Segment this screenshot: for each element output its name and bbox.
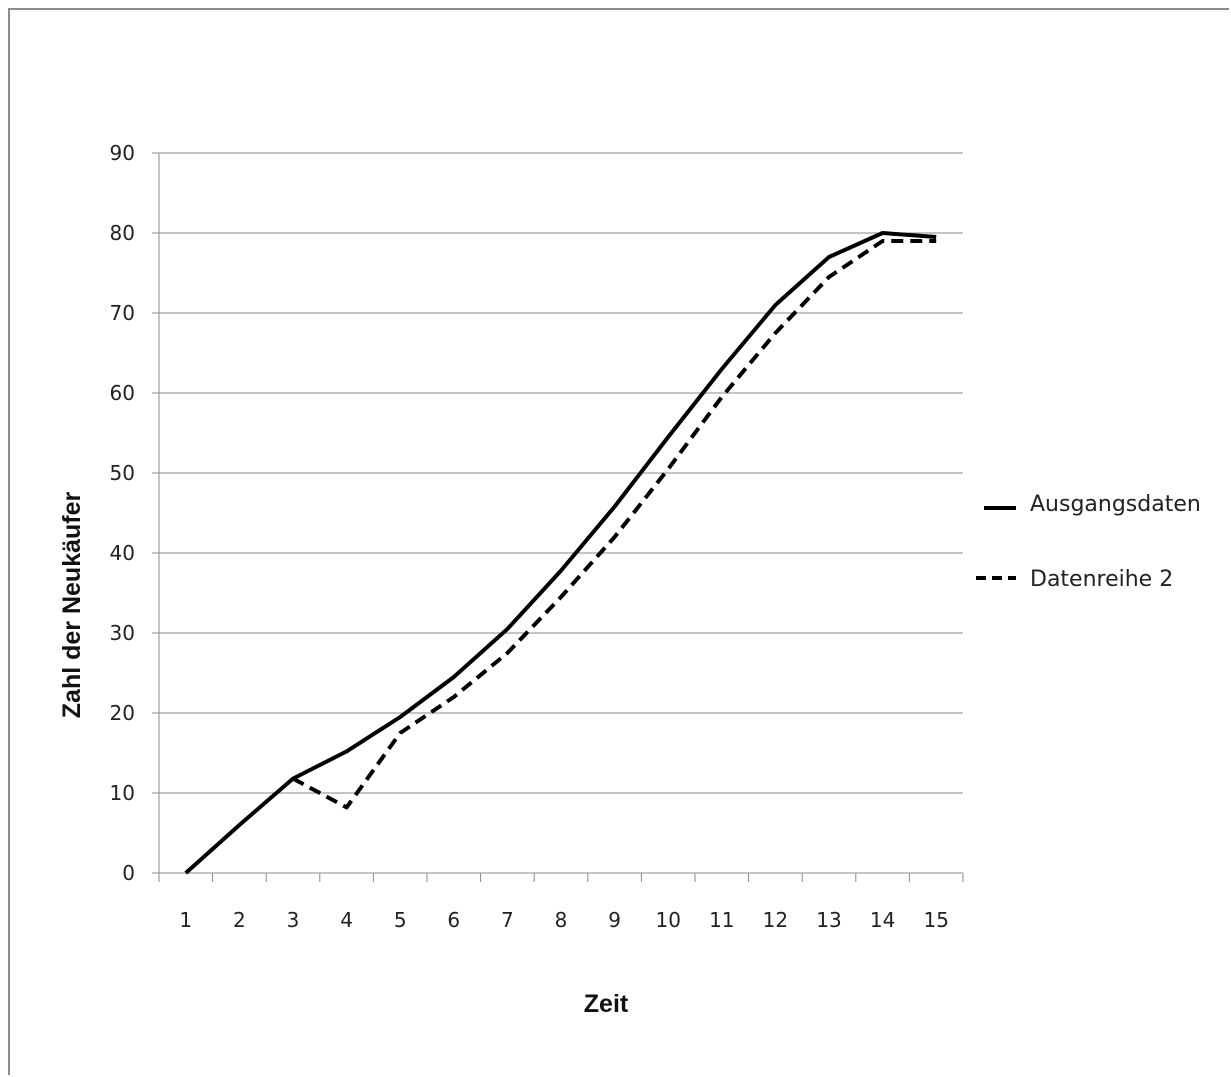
x-tick-label: 3: [287, 908, 300, 932]
legend-label-ausgangsdaten: Ausgangsdaten: [1030, 492, 1201, 517]
series-line-ausgangsdaten: [184, 231, 937, 875]
x-tick-label: 12: [763, 908, 788, 932]
y-tick-label: 10: [110, 781, 135, 805]
x-tick-label: 15: [923, 908, 948, 932]
series-lines: [184, 231, 937, 875]
legend-label-datenreihe-2: Datenreihe 2: [1030, 567, 1173, 592]
x-tick-label: 2: [233, 908, 246, 932]
x-tick-label: 5: [394, 908, 407, 932]
x-tick-label: 7: [501, 908, 514, 932]
x-axis-title: Zeit: [584, 990, 629, 1018]
x-tick-label: 10: [655, 908, 680, 932]
x-tick-label: 13: [816, 908, 841, 932]
chart-frame: [8, 8, 1229, 1075]
y-tick-label: 40: [110, 541, 135, 565]
legend: Ausgangsdaten Datenreihe 2: [976, 492, 1201, 592]
y-tick-label: 20: [110, 701, 135, 725]
series-line-datenreihe-2: [292, 239, 937, 810]
y-tick-label: 90: [110, 141, 135, 165]
x-tick-label: 14: [870, 908, 895, 932]
x-tick-label: 6: [447, 908, 460, 932]
y-tick-label: 60: [110, 381, 135, 405]
x-tick-label: 8: [555, 908, 568, 932]
x-tick-label: 4: [340, 908, 353, 932]
y-tick-label: 50: [110, 461, 135, 485]
y-tick-label: 70: [110, 301, 135, 325]
y-axis-title: Zahl der Neukäufer: [58, 492, 86, 719]
x-tick-label: 9: [608, 908, 621, 932]
y-tick-label: 30: [110, 621, 135, 645]
x-tick-label: 11: [709, 908, 734, 932]
y-tick-label: 80: [110, 221, 135, 245]
y-tick-label: 0: [122, 861, 135, 885]
x-tick-label: 1: [179, 908, 192, 932]
gridlines: [159, 152, 963, 794]
